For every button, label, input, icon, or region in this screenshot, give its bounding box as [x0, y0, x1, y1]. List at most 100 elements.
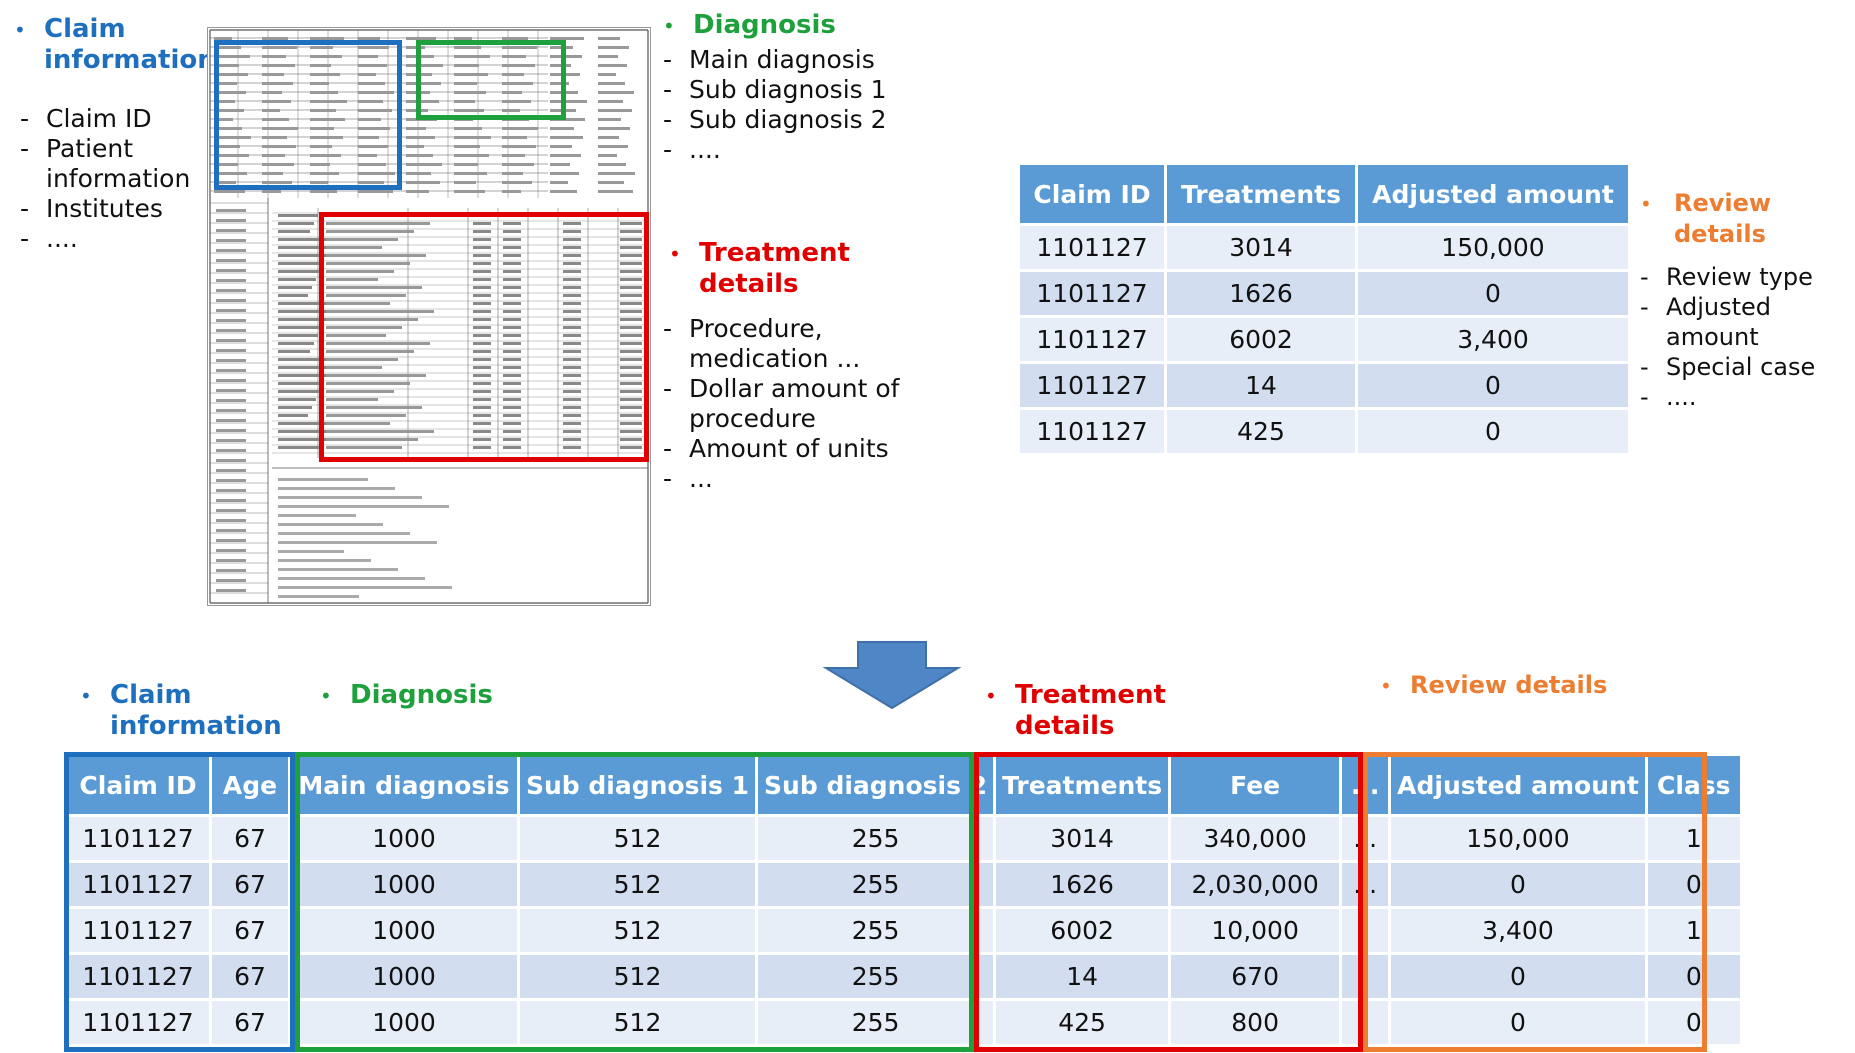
- table-cell: 512: [520, 909, 756, 952]
- table-cell: 6002: [996, 909, 1169, 952]
- list-item: ...: [663, 464, 963, 494]
- table-cell: 1000: [291, 1001, 517, 1044]
- table-cell: ...: [1342, 817, 1389, 860]
- table-cell: 1000: [291, 863, 517, 906]
- table-row: 1101127 14 0: [1020, 364, 1628, 407]
- table-row: 1101127 67 1000 512 255 1626 2,030,000... 0 0: [67, 863, 1740, 906]
- bottom-claim-title: Claim information: [110, 680, 282, 741]
- list-item: Sub diagnosis 1: [663, 75, 923, 105]
- table-cell: 1101127: [1020, 318, 1164, 361]
- table-cell: 255: [758, 817, 994, 860]
- table-cell: [1342, 909, 1389, 952]
- col-header-sub-diagnosis-2: Sub diagnosis 2: [758, 756, 994, 814]
- table-cell: 340,000: [1171, 817, 1340, 860]
- bottom-review-label: • Review details: [1380, 670, 1620, 701]
- table-cell: 1101127: [1020, 364, 1164, 407]
- list-item: Amount of units: [663, 434, 963, 464]
- table-cell: 0: [1647, 1001, 1740, 1044]
- table-cell: 3,400: [1391, 909, 1645, 952]
- col-header-claim-id: Claim ID: [1020, 165, 1164, 223]
- table-cell: 150,000: [1358, 226, 1628, 269]
- col-header-treatments: Treatments: [996, 756, 1169, 814]
- bullet-icon: •: [669, 242, 681, 266]
- col-header-adjusted-amount: Adjusted amount: [1391, 756, 1645, 814]
- bullet-icon: •: [1380, 674, 1392, 698]
- claim-highlight-box: [214, 40, 402, 190]
- review-title: Review details: [1674, 189, 1772, 248]
- table-row: 1101127 67 1000 512 255 425 800 0 0: [67, 1001, 1740, 1044]
- diagnosis-block: • Diagnosis Main diagnosis Sub diagnosis…: [663, 10, 923, 165]
- bottom-treatment-title: Treatment details: [1015, 680, 1166, 741]
- table-cell: 1101127: [1020, 272, 1164, 315]
- list-item: Special case: [1640, 352, 1850, 382]
- list-item: Dollar amount of procedure: [663, 374, 909, 434]
- col-header-age: Age: [212, 756, 288, 814]
- bottom-claim-label: • Claim information: [80, 680, 282, 742]
- bottom-diagnosis-label: • Diagnosis: [320, 680, 520, 711]
- table-cell: 2,030,000: [1171, 863, 1340, 906]
- table-cell: 1: [1647, 909, 1740, 952]
- table-cell: 1101127: [67, 1001, 209, 1044]
- list-item: Institutes: [20, 194, 214, 224]
- list-item: Procedure, medication ...: [663, 314, 939, 374]
- table-cell: 67: [212, 863, 288, 906]
- review-table: Claim ID Treatments Adjusted amount 1101…: [1017, 162, 1631, 456]
- table-cell: 1: [1647, 817, 1740, 860]
- bottom-treatment-label: • Treatment details: [985, 680, 1185, 742]
- table-cell: 512: [520, 817, 756, 860]
- diagnosis-title: Diagnosis: [693, 10, 836, 40]
- claim-info-list: Claim ID Patient information Institutes …: [20, 104, 214, 254]
- table-cell: 512: [520, 1001, 756, 1044]
- col-header-class: Class: [1647, 756, 1740, 814]
- table-cell: [1342, 955, 1389, 998]
- list-item: Patient information: [20, 134, 214, 194]
- table-cell: ...: [1342, 863, 1389, 906]
- table-cell: 512: [520, 955, 756, 998]
- table-cell: 1000: [291, 909, 517, 952]
- table-cell: 0: [1647, 955, 1740, 998]
- table-cell: 14: [996, 955, 1169, 998]
- table-cell: 255: [758, 955, 994, 998]
- table-cell: 0: [1358, 364, 1628, 407]
- col-header-treatments: Treatments: [1167, 165, 1355, 223]
- col-header-sub-diagnosis-1: Sub diagnosis 1: [520, 756, 756, 814]
- col-header-main-diagnosis: Main diagnosis: [291, 756, 517, 814]
- table-cell: 1101127: [67, 909, 209, 952]
- table-cell: 1626: [1167, 272, 1355, 315]
- claim-info-title: Claim information: [44, 14, 216, 75]
- table-cell: 67: [212, 817, 288, 860]
- bullet-icon: •: [14, 18, 26, 42]
- table-cell: 3014: [1167, 226, 1355, 269]
- table-cell: 1101127: [1020, 410, 1164, 453]
- list-item: ....: [663, 135, 923, 165]
- table-row: 1101127 3014 150,000: [1020, 226, 1628, 269]
- down-arrow-icon: [822, 641, 962, 710]
- list-item: Main diagnosis: [663, 45, 923, 75]
- table-row: 1101127 67 1000 512 255 3014 340,000... 150,000…: [67, 817, 1740, 860]
- table-cell: 1101127: [67, 863, 209, 906]
- list-item: ....: [20, 224, 214, 254]
- treatment-block: • Treatment details Procedure, medicatio…: [663, 238, 963, 494]
- table-cell: 1626: [996, 863, 1169, 906]
- table-header-row: Claim ID Treatments Adjusted amount: [1020, 165, 1628, 223]
- col-header-claim-id: Claim ID: [67, 756, 209, 814]
- list-item: Adjusted amount: [1640, 292, 1776, 352]
- table-cell: 0: [1358, 272, 1628, 315]
- table-cell: 0: [1391, 863, 1645, 906]
- table-cell: 10,000: [1171, 909, 1340, 952]
- scanned-claim-document: [207, 27, 651, 606]
- table-cell: 67: [212, 955, 288, 998]
- diagnosis-highlight-box: [416, 40, 566, 120]
- table-cell: 255: [758, 1001, 994, 1044]
- table-row: 1101127 67 1000 512 255 6002 10,000 3,400 1: [67, 909, 1740, 952]
- treatment-list: Procedure, medication ... Dollar amount …: [663, 314, 963, 494]
- table-header-row: Claim ID Age Main diagnosis Sub diagnosi…: [67, 756, 1740, 814]
- table-row: 1101127 67 1000 512 255 14 670 0 0: [67, 955, 1740, 998]
- table-cell: 14: [1167, 364, 1355, 407]
- table-cell: 512: [520, 863, 756, 906]
- table-row: 1101127 425 0: [1020, 410, 1628, 453]
- table-cell: 150,000: [1391, 817, 1645, 860]
- table-cell: 3014: [996, 817, 1169, 860]
- table-cell: 1000: [291, 817, 517, 860]
- table-cell: 0: [1358, 410, 1628, 453]
